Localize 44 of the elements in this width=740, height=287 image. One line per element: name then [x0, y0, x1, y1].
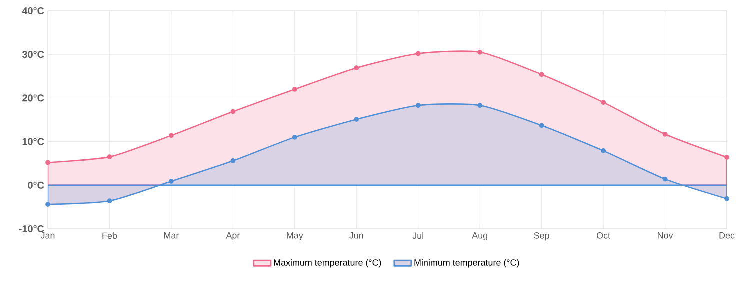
- y-tick-label: 10°C: [22, 138, 44, 146]
- x-tick-label: May: [287, 232, 304, 241]
- y-tick-label: 0°C: [28, 182, 44, 189]
- point: [601, 100, 606, 106]
- point: [292, 87, 298, 92]
- x-tick-label: Jun: [350, 232, 364, 239]
- legend-label: Minimum temperature (°C): [414, 259, 520, 268]
- point: [292, 135, 298, 140]
- point: [416, 51, 421, 56]
- point: [601, 148, 606, 154]
- x-tick-label: Mar: [164, 232, 180, 239]
- x-tick-label: Apr: [226, 232, 240, 241]
- point: [354, 117, 360, 122]
- point: [230, 109, 236, 114]
- point: [169, 179, 174, 184]
- y-tick-label: 40°C: [22, 7, 44, 15]
- point: [107, 154, 112, 160]
- point: [46, 202, 50, 208]
- point: [478, 103, 483, 108]
- point: [46, 160, 50, 166]
- x-tick-label: Oct: [597, 232, 610, 239]
- x-tick-label: Jul: [412, 232, 424, 240]
- x-tick-label: Aug: [472, 232, 488, 241]
- point: [662, 132, 668, 137]
- x-tick-label: Sep: [534, 232, 550, 241]
- point: [416, 103, 421, 108]
- point: [169, 133, 174, 138]
- point: [478, 50, 483, 55]
- point: [724, 196, 730, 202]
- point: [539, 72, 544, 78]
- x-tick-label: Dec: [720, 232, 735, 239]
- point: [662, 176, 668, 182]
- point: [354, 66, 360, 71]
- y-tick-label: 30°C: [22, 51, 44, 58]
- x-tick-label: Nov: [658, 232, 674, 239]
- point: [539, 123, 544, 128]
- legend-label: Maximum temperature (°C): [274, 259, 382, 268]
- x-tick-label: Feb: [102, 232, 118, 240]
- y-tick-label: 20°C: [22, 94, 44, 102]
- point: [230, 158, 236, 164]
- point: [107, 198, 112, 204]
- point: [724, 155, 730, 160]
- x-tick-label: Jan: [40, 232, 55, 239]
- y-tick-label: -10°C: [19, 225, 44, 233]
